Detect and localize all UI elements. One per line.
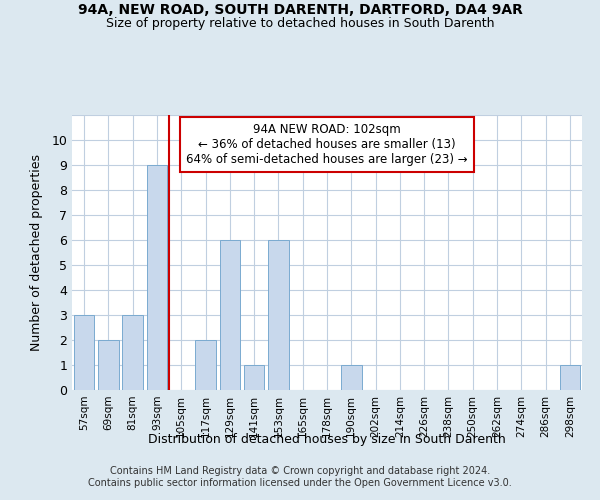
Bar <box>98 340 119 390</box>
Bar <box>220 240 240 390</box>
Text: Distribution of detached houses by size in South Darenth: Distribution of detached houses by size … <box>148 432 506 446</box>
Bar <box>560 365 580 390</box>
Bar <box>74 315 94 390</box>
Text: Contains HM Land Registry data © Crown copyright and database right 2024.
Contai: Contains HM Land Registry data © Crown c… <box>88 466 512 487</box>
Text: Size of property relative to detached houses in South Darenth: Size of property relative to detached ho… <box>106 18 494 30</box>
Bar <box>341 365 362 390</box>
Bar <box>268 240 289 390</box>
Bar <box>195 340 216 390</box>
Bar <box>122 315 143 390</box>
Bar <box>146 165 167 390</box>
Y-axis label: Number of detached properties: Number of detached properties <box>30 154 43 351</box>
Text: 94A NEW ROAD: 102sqm
← 36% of detached houses are smaller (13)
64% of semi-detac: 94A NEW ROAD: 102sqm ← 36% of detached h… <box>186 123 468 166</box>
Bar <box>244 365 265 390</box>
Text: 94A, NEW ROAD, SOUTH DARENTH, DARTFORD, DA4 9AR: 94A, NEW ROAD, SOUTH DARENTH, DARTFORD, … <box>77 2 523 16</box>
